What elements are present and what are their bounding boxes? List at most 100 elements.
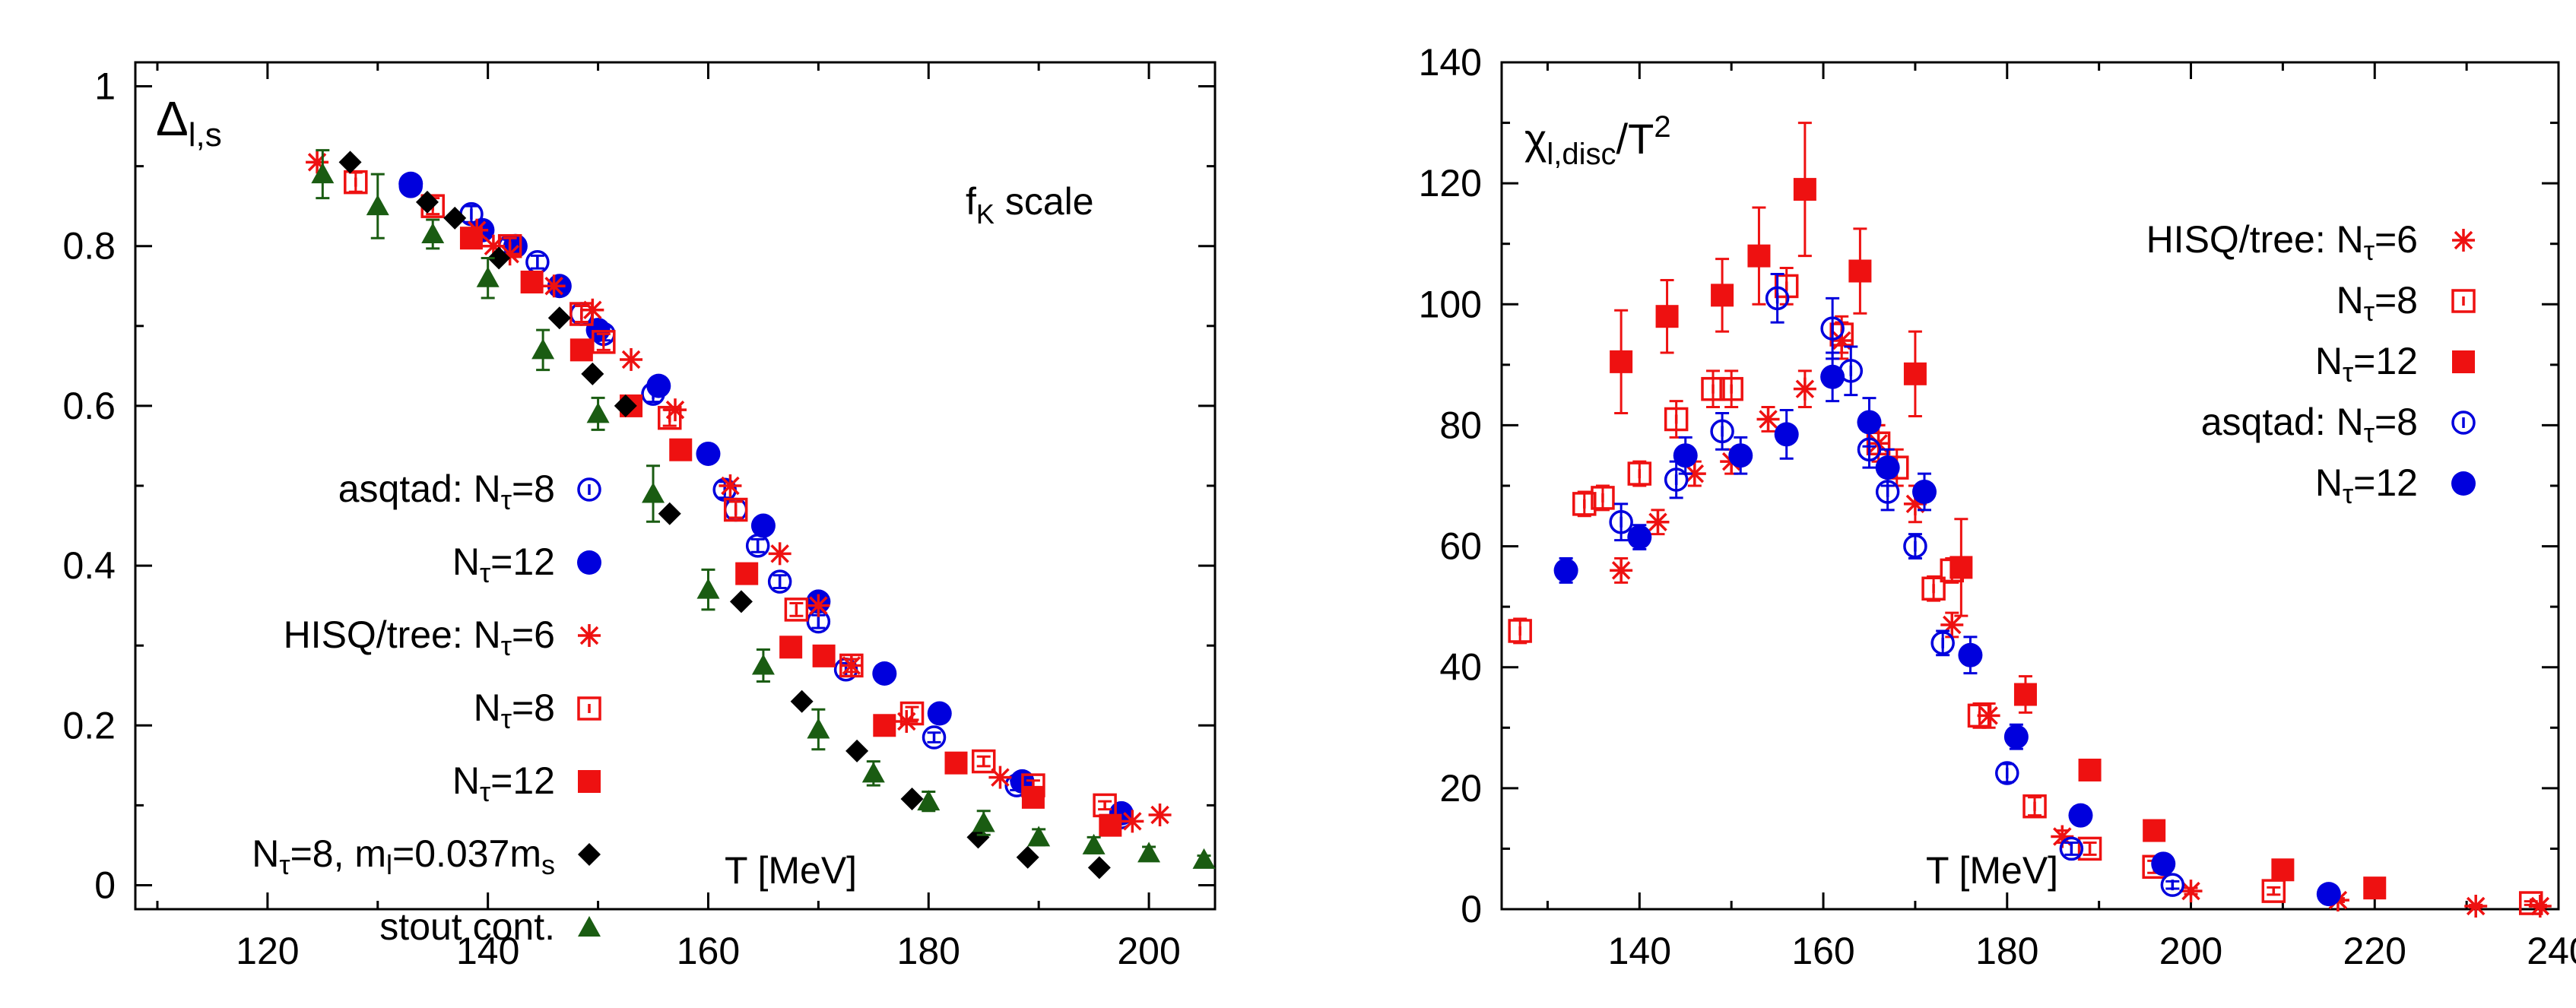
data-point-13: [922, 725, 947, 750]
data-point-9: [1940, 613, 1964, 637]
data-point-4: [1774, 422, 1799, 447]
legend-label: Nτ=8, ml=0.037ms: [252, 832, 555, 880]
panel-title: Δl,s: [156, 91, 222, 154]
data-point-14: [2464, 895, 2488, 918]
series-asq12: [1553, 351, 2341, 907]
data-point-1: [1572, 492, 1597, 516]
y-tick-label: 80: [1439, 404, 1482, 446]
data-point-0: [1553, 558, 1578, 583]
y-tick-label: 40: [1439, 646, 1482, 689]
data-point-12: [2179, 880, 2203, 903]
y-tick-label: 0: [1461, 888, 1482, 930]
data-point-4: [1664, 407, 1689, 432]
data-point-4: [669, 438, 693, 461]
data-point-4: [1820, 316, 1845, 341]
data-point-3: [1728, 443, 1753, 468]
data-point-6: [779, 636, 803, 659]
data-point-12: [972, 811, 995, 832]
data-point-5: [586, 402, 610, 423]
data-point-11: [917, 790, 941, 811]
data-point-0: [344, 170, 368, 195]
legend-entry-asq8: asqtad: Nτ=8: [2201, 401, 2476, 449]
data-point-3: [1765, 286, 1790, 311]
y-tick-label: 140: [1419, 41, 1482, 84]
data-point-7: [784, 598, 809, 622]
data-point-10: [2003, 724, 2029, 750]
legend-label: HISQ/tree: Nτ=6: [2146, 218, 2418, 266]
data-point-14: [1121, 810, 1144, 833]
data-point-0: [1610, 559, 1633, 582]
left-panel: 120 140 160 180 200 0 0.2 0.4 0.6 0.8 1 Δl,s fK scal…: [62, 61, 1217, 972]
legend-entry-hisq6: HISQ/tree: Nτ=6: [2146, 218, 2475, 266]
data-point-1: [415, 190, 439, 214]
data-point-13: [1027, 826, 1051, 847]
legend-label: HISQ/tree: Nτ=6: [284, 613, 555, 661]
y-tick-label: 1: [94, 65, 116, 108]
data-point-14: [2022, 794, 2047, 819]
data-point-15: [2077, 836, 2102, 861]
data-point-4: [1793, 178, 1816, 201]
data-point-4: [531, 338, 555, 360]
data-point-13: [988, 766, 1012, 789]
right-panel: 140 160 180 200 220 240 0 20 40 60 80 100 120 140 χl,d…: [1419, 41, 2576, 972]
y-tick-label: 20: [1439, 767, 1482, 810]
data-point-10: [807, 594, 830, 617]
data-point-legend: [2452, 229, 2475, 252]
data-point-6: [642, 482, 665, 503]
data-point-9: [790, 689, 814, 713]
data-point-10: [767, 569, 792, 594]
legend-label: Nτ=12: [2315, 340, 2418, 388]
data-point-10: [845, 739, 869, 762]
y-tick-label: 100: [1419, 283, 1482, 325]
data-point-18: [2518, 891, 2543, 915]
y-axis: 0 0.2 0.4 0.6 0.8 1: [62, 65, 1215, 906]
data-point-5: [581, 362, 604, 385]
x-tick-label: 120: [236, 930, 299, 972]
data-point-13: [1016, 845, 1039, 869]
legend-label: Nτ=12: [452, 540, 555, 588]
legend-label: Nτ=8: [474, 686, 555, 734]
data-point-legend: [577, 550, 601, 575]
data-point-legend: [2451, 471, 2476, 496]
data-point-11: [900, 787, 924, 810]
legend-label: Nτ=8: [2336, 279, 2418, 327]
data-point-3: [1627, 461, 1652, 486]
data-point-1: [520, 271, 544, 294]
data-point-2: [1711, 284, 1734, 307]
legend-entry-stout: stout cont.: [379, 905, 601, 948]
data-point-11: [2059, 836, 2084, 861]
data-point-11: [2271, 858, 2295, 882]
x-tick-label: 160: [677, 930, 740, 972]
data-point-8: [1912, 479, 1937, 504]
data-point-0: [311, 163, 335, 184]
data-point-8: [751, 654, 775, 675]
data-point-2: [497, 233, 522, 258]
data-point-1: [366, 195, 389, 216]
data-point-legend: [577, 696, 601, 721]
y-tick-label: 0: [94, 864, 116, 906]
data-point-7: [1875, 455, 1900, 480]
data-point-11: [1921, 576, 1946, 601]
y-tick-label: 0.2: [62, 704, 116, 746]
data-point-9: [2078, 758, 2102, 781]
y-tick-label: 0.6: [62, 385, 116, 427]
data-point-13: [2316, 882, 2341, 907]
x-axis-title: T [MeV]: [1926, 849, 2058, 892]
data-point-0: [459, 227, 483, 250]
data-point-legend: [578, 624, 601, 647]
legend-entry-asq8: asqtad: Nτ=8: [338, 468, 601, 515]
x-tick-label: 200: [2159, 930, 2222, 972]
data-point-13: [1967, 703, 1992, 728]
data-point-9: [899, 701, 925, 726]
data-point-5: [1793, 377, 1816, 401]
x-tick-label: 180: [1975, 930, 2038, 972]
legend-entry-hisq6: HISQ/tree: Nτ=6: [284, 613, 601, 661]
data-point-8: [1903, 534, 1927, 559]
data-point-6: [1719, 376, 1743, 401]
data-point-0: [338, 151, 362, 174]
y-axis: 0 20 40 60 80 100 120 140: [1419, 41, 2559, 930]
data-point-10: [2143, 819, 2166, 842]
data-point-8: [2013, 683, 2037, 706]
data-point-9: [1930, 631, 1955, 655]
x-tick-label: 140: [456, 930, 519, 972]
